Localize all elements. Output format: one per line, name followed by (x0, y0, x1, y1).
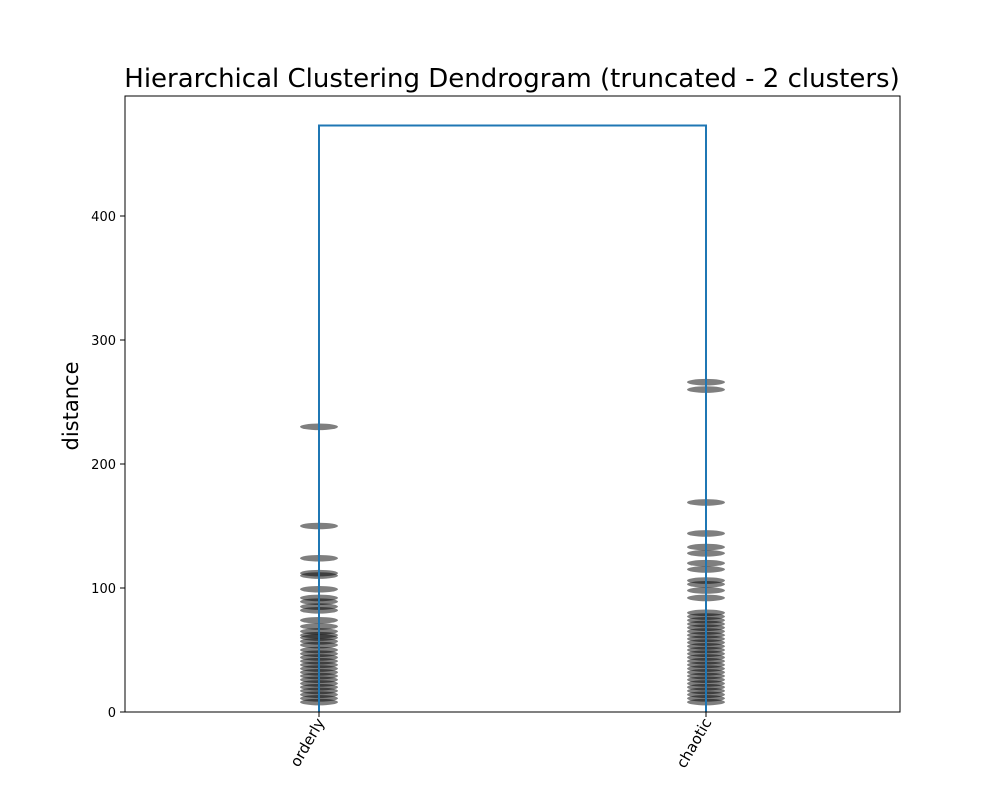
dendrogram-link (318, 124, 707, 712)
y-tick-label: 0 (108, 706, 116, 721)
y-tick-label: 200 (91, 458, 116, 473)
y-axis-ticks: 0 100 200 300 400 (91, 210, 125, 721)
axes-frame (124, 95, 901, 713)
y-axis-label: distance (59, 362, 83, 451)
x-tick-label: chaotic (673, 715, 716, 771)
y-tick-label: 400 (91, 210, 116, 225)
plot-area (300, 124, 725, 712)
y-tick-label: 100 (91, 582, 116, 597)
x-axis-labels: orderly chaotic (286, 712, 715, 771)
y-tick-label: 300 (91, 334, 116, 349)
chart-title: Hierarchical Clustering Dendrogram (trun… (124, 64, 899, 94)
x-tick-label: orderly (286, 715, 328, 770)
